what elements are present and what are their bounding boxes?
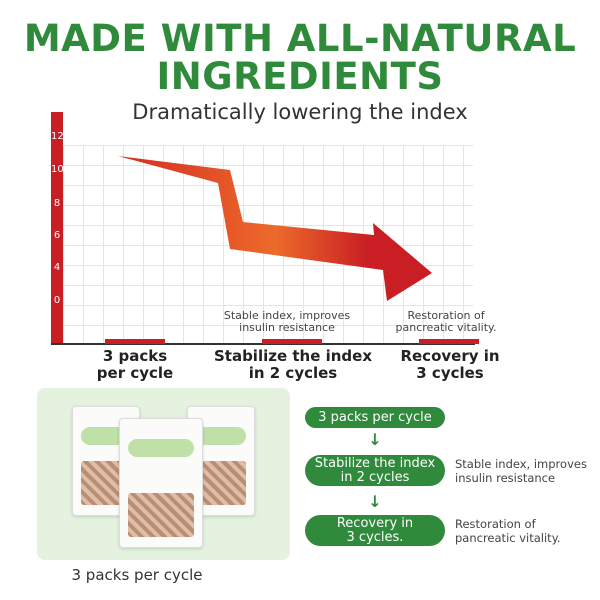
- annotation: Restoration of pancreatic vitality.: [395, 309, 497, 334]
- down-arrow-graphic: [118, 156, 432, 301]
- arrow-down-icon: ↓: [368, 430, 382, 449]
- arrow-down-icon: ↓: [368, 492, 382, 511]
- subtitle: Dramatically lowering the index: [132, 100, 468, 124]
- y-tick: 12: [51, 131, 64, 142]
- title-line-2: INGREDIENTS: [156, 55, 444, 98]
- y-axis: [51, 112, 63, 344]
- product-pouch: [119, 418, 203, 548]
- flow-note: Stable index, improves insulin resistance: [455, 457, 587, 485]
- flow-step-3: Recovery in 3 cycles.: [305, 515, 445, 546]
- y-tick: 8: [53, 198, 61, 209]
- flow-step-2: Stabilize the index in 2 cycles: [305, 455, 445, 486]
- y-tick: 6: [53, 230, 61, 241]
- product-panel: [37, 388, 290, 560]
- product-pouch: [187, 406, 255, 516]
- annotation: Stable index, improves insulin resistance: [223, 309, 351, 334]
- flow-step-1: 3 packs per cycle: [305, 407, 445, 428]
- y-tick: 10: [51, 164, 64, 175]
- x-marker: [419, 339, 479, 344]
- trend-arrow: [118, 156, 432, 301]
- y-tick: 0: [53, 295, 61, 306]
- title-line-1: MADE WITH ALL-NATURAL: [23, 17, 577, 60]
- x-label: Recovery in 3 cycles: [400, 347, 500, 382]
- x-label: 3 packs per cycle: [96, 347, 174, 382]
- x-marker: [105, 339, 165, 344]
- y-tick: 4: [53, 262, 61, 273]
- flow-note: Restoration of pancreatic vitality.: [455, 517, 561, 545]
- product-caption: 3 packs per cycle: [71, 566, 203, 584]
- x-marker: [262, 339, 322, 344]
- x-label: Stabilize the index in 2 cycles: [213, 347, 373, 382]
